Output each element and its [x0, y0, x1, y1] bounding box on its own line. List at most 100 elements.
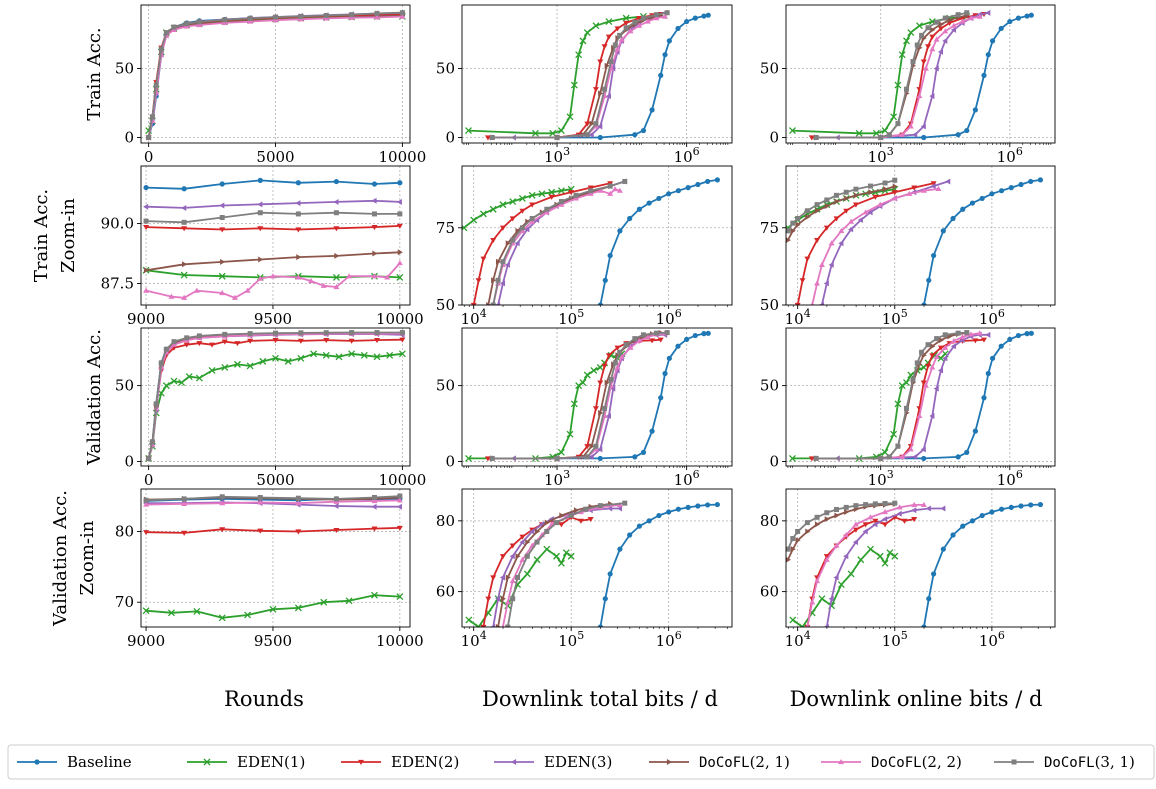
series-baseline [921, 177, 1044, 305]
data-point [170, 341, 177, 347]
data-point [575, 51, 583, 59]
legend-item: DoCoFL(2, 1) [649, 753, 790, 771]
data-point [500, 259, 506, 265]
data-point [584, 132, 590, 138]
data-point [940, 505, 946, 512]
data-point [371, 498, 378, 504]
data-point [666, 509, 672, 515]
data-point [614, 26, 621, 32]
series-line [468, 548, 572, 627]
data-point [938, 337, 944, 344]
data-point [843, 208, 850, 214]
data-point [588, 188, 594, 194]
data-point [878, 455, 884, 461]
data-point [833, 507, 839, 513]
data-point [308, 278, 315, 284]
data-point [181, 294, 188, 300]
data-point [598, 409, 604, 416]
data-point [489, 205, 497, 213]
series-docofl-3-1- [143, 493, 403, 503]
series-line [599, 503, 718, 627]
data-point [926, 277, 932, 283]
data-point [838, 227, 845, 233]
y-tick-label: 0 [769, 452, 779, 470]
data-point [610, 385, 616, 392]
data-point [921, 302, 927, 305]
series-line [146, 225, 400, 231]
data-point [614, 364, 621, 370]
series-eden-2- [143, 223, 403, 233]
x-tick-label: 9500 [254, 632, 292, 650]
data-point [617, 349, 623, 355]
data-point [922, 382, 929, 388]
data-point [372, 250, 378, 257]
data-point [208, 367, 216, 374]
data-point [804, 520, 810, 526]
data-point [218, 272, 226, 280]
series-line [880, 332, 1032, 460]
data-point [701, 13, 707, 19]
data-point [614, 345, 621, 351]
data-point [371, 273, 378, 279]
data-point [485, 596, 492, 602]
data-point [627, 215, 633, 222]
data-point [222, 331, 228, 337]
y-tick-label: 50 [760, 59, 779, 77]
data-point [623, 25, 629, 31]
series-group [465, 9, 711, 141]
series-line [816, 332, 980, 460]
row-label: Zoom-in [77, 520, 98, 595]
data-point [590, 367, 598, 374]
data-point [857, 217, 863, 224]
data-point [675, 506, 681, 512]
x-tick-label: 105 [558, 629, 584, 650]
data-point [833, 192, 839, 198]
data-point [969, 200, 976, 206]
data-point [852, 527, 859, 533]
data-point [570, 400, 578, 408]
series-group [142, 493, 404, 622]
data-point [510, 237, 516, 243]
data-point [374, 330, 380, 336]
data-point [933, 353, 940, 359]
data-point [824, 516, 830, 523]
data-point [828, 595, 834, 602]
data-point [505, 624, 511, 627]
data-point [146, 455, 152, 461]
data-point [490, 238, 497, 244]
data-point [852, 521, 859, 527]
data-point [886, 132, 892, 138]
row-label: Validation Acc. [84, 329, 105, 466]
data-point [509, 216, 516, 222]
y-tick-label: 50 [115, 377, 134, 395]
data-point [814, 202, 820, 208]
data-point [852, 539, 859, 546]
series-docofl-2-2- [810, 185, 942, 305]
data-point [937, 367, 944, 374]
data-point [374, 10, 380, 16]
data-point [644, 18, 651, 24]
data-point [649, 428, 655, 434]
data-point [171, 339, 177, 345]
data-point [955, 12, 961, 18]
data-point [519, 534, 526, 540]
data-point [465, 454, 472, 462]
x-tick-label: 105 [558, 307, 584, 328]
data-point [146, 134, 152, 140]
data-point [896, 510, 902, 517]
data-point [934, 19, 940, 25]
data-point [786, 556, 791, 563]
data-point [929, 46, 936, 52]
data-point [398, 350, 406, 358]
data-point [334, 252, 340, 259]
data-point [604, 62, 610, 69]
data-point [837, 581, 845, 588]
data-point [371, 181, 378, 187]
data-point [371, 197, 377, 204]
row-label: Zoom-in [58, 198, 79, 273]
x-tick-label: 10000 [379, 148, 427, 166]
panel-val-rounds-zoom: 9000 9500 10000 70 80 [115, 488, 424, 650]
data-point [559, 512, 565, 519]
data-point [371, 503, 377, 510]
series-docofl-2-1- [490, 12, 664, 141]
